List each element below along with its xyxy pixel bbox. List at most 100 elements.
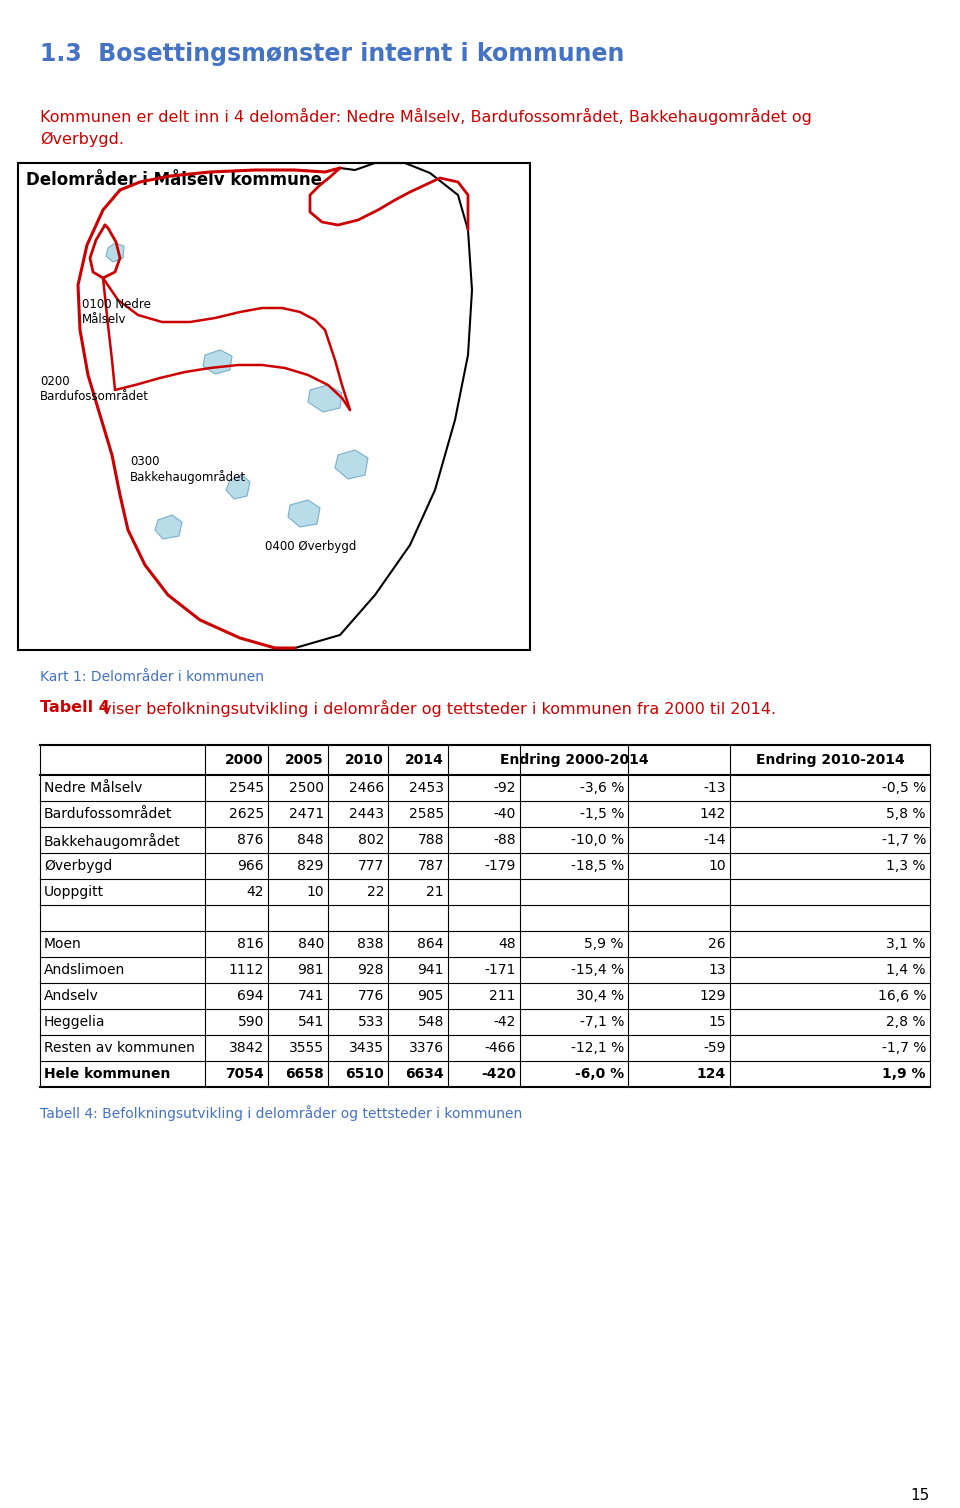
- Polygon shape: [155, 516, 182, 538]
- Text: -14: -14: [704, 832, 726, 847]
- Text: Tabell 4: Befolkningsutvikling i delområder og tettsteder i kommunen: Tabell 4: Befolkningsutvikling i delområ…: [40, 1105, 522, 1120]
- Text: 2453: 2453: [409, 781, 444, 795]
- Polygon shape: [288, 501, 320, 526]
- Text: 2471: 2471: [289, 807, 324, 820]
- Polygon shape: [335, 449, 368, 480]
- Text: 966: 966: [237, 860, 264, 873]
- Text: 1,3 %: 1,3 %: [886, 860, 926, 873]
- Text: -3,6 %: -3,6 %: [580, 781, 624, 795]
- Text: 3842: 3842: [228, 1041, 264, 1056]
- Text: Bardufossområdet: Bardufossområdet: [44, 807, 173, 820]
- Text: 6658: 6658: [285, 1068, 324, 1081]
- Text: -6,0 %: -6,0 %: [575, 1068, 624, 1081]
- Text: 2014: 2014: [405, 752, 444, 768]
- Text: 211: 211: [490, 989, 516, 1003]
- Text: -40: -40: [493, 807, 516, 820]
- Polygon shape: [308, 385, 342, 412]
- Text: Resten av kommunen: Resten av kommunen: [44, 1041, 195, 1056]
- Text: Endring 2000-2014: Endring 2000-2014: [500, 752, 648, 768]
- Text: 1.3  Bosettingsmønster internt i kommunen: 1.3 Bosettingsmønster internt i kommunen: [40, 42, 624, 66]
- Text: 1,4 %: 1,4 %: [886, 964, 926, 977]
- Text: Øverbygd: Øverbygd: [44, 860, 112, 873]
- Polygon shape: [106, 243, 124, 262]
- Text: Tabell 4: Tabell 4: [40, 700, 109, 715]
- Text: Andslimoen: Andslimoen: [44, 964, 125, 977]
- Text: 16,6 %: 16,6 %: [877, 989, 926, 1003]
- Text: 928: 928: [357, 964, 384, 977]
- Text: Kommunen er delt inn i 4 delomåder: Nedre Målselv, Bardufossområdet, Bakkehaugom: Kommunen er delt inn i 4 delomåder: Nedr…: [40, 109, 812, 125]
- Text: -42: -42: [493, 1015, 516, 1028]
- Text: 48: 48: [498, 936, 516, 952]
- Text: 22: 22: [367, 885, 384, 899]
- Text: 5,8 %: 5,8 %: [886, 807, 926, 820]
- Text: 848: 848: [298, 832, 324, 847]
- Text: 533: 533: [358, 1015, 384, 1028]
- Text: 864: 864: [418, 936, 444, 952]
- Text: 2005: 2005: [285, 752, 324, 768]
- Text: 787: 787: [418, 860, 444, 873]
- Text: 124: 124: [697, 1068, 726, 1081]
- Text: -13: -13: [704, 781, 726, 795]
- Text: -10,0 %: -10,0 %: [571, 832, 624, 847]
- Text: 0300
Bakkehaugområdet: 0300 Bakkehaugområdet: [130, 455, 246, 484]
- Text: Kart 1: Delområder i kommunen: Kart 1: Delområder i kommunen: [40, 670, 264, 685]
- Text: 3376: 3376: [409, 1041, 444, 1056]
- Text: 129: 129: [700, 989, 726, 1003]
- Text: 1,9 %: 1,9 %: [882, 1068, 926, 1081]
- Text: 802: 802: [358, 832, 384, 847]
- Text: -466: -466: [485, 1041, 516, 1056]
- Text: -59: -59: [704, 1041, 726, 1056]
- Text: 2000: 2000: [226, 752, 264, 768]
- Text: Uoppgitt: Uoppgitt: [44, 885, 104, 899]
- Text: Øverbygd.: Øverbygd.: [40, 133, 124, 148]
- Text: 548: 548: [418, 1015, 444, 1028]
- Text: 981: 981: [298, 964, 324, 977]
- Text: 30,4 %: 30,4 %: [576, 989, 624, 1003]
- Text: 2,8 %: 2,8 %: [886, 1015, 926, 1028]
- Text: 0200
Bardufossområdet: 0200 Bardufossområdet: [40, 375, 149, 403]
- Text: 7054: 7054: [226, 1068, 264, 1081]
- Text: 788: 788: [418, 832, 444, 847]
- Text: 541: 541: [298, 1015, 324, 1028]
- Text: -15,4 %: -15,4 %: [571, 964, 624, 977]
- Text: 15: 15: [708, 1015, 726, 1028]
- Text: -92: -92: [493, 781, 516, 795]
- Polygon shape: [226, 475, 250, 499]
- Text: Bakkehaugområdet: Bakkehaugområdet: [44, 832, 180, 849]
- Text: Nedre Målselv: Nedre Målselv: [44, 781, 142, 795]
- Text: 590: 590: [238, 1015, 264, 1028]
- Text: -7,1 %: -7,1 %: [580, 1015, 624, 1028]
- Text: 2545: 2545: [229, 781, 264, 795]
- Text: Moen: Moen: [44, 936, 82, 952]
- Text: -88: -88: [493, 832, 516, 847]
- Text: -0,5 %: -0,5 %: [881, 781, 926, 795]
- Text: 694: 694: [237, 989, 264, 1003]
- Text: Heggelia: Heggelia: [44, 1015, 106, 1028]
- Text: 15: 15: [911, 1488, 930, 1503]
- Text: 941: 941: [418, 964, 444, 977]
- Text: -18,5 %: -18,5 %: [571, 860, 624, 873]
- Text: 10: 10: [708, 860, 726, 873]
- Text: 1112: 1112: [228, 964, 264, 977]
- Text: -1,7 %: -1,7 %: [881, 1041, 926, 1056]
- Text: Andselv: Andselv: [44, 989, 99, 1003]
- Text: 26: 26: [708, 936, 726, 952]
- Bar: [18, 163, 530, 650]
- Text: 10: 10: [306, 885, 324, 899]
- Text: 6634: 6634: [405, 1068, 444, 1081]
- Text: -420: -420: [481, 1068, 516, 1081]
- Polygon shape: [203, 350, 232, 374]
- Text: -179: -179: [485, 860, 516, 873]
- Text: 2500: 2500: [289, 781, 324, 795]
- Text: 2585: 2585: [409, 807, 444, 820]
- Text: 0400 Øverbygd: 0400 Øverbygd: [265, 540, 356, 553]
- Text: 3435: 3435: [349, 1041, 384, 1056]
- Text: 0100 Nedre
Målselv: 0100 Nedre Målselv: [82, 299, 151, 326]
- Text: Delområder i Målselv kommune: Delområder i Målselv kommune: [26, 170, 322, 188]
- Text: 21: 21: [426, 885, 444, 899]
- Text: 42: 42: [247, 885, 264, 899]
- Text: 3,1 %: 3,1 %: [886, 936, 926, 952]
- Text: 829: 829: [298, 860, 324, 873]
- Text: 5,9 %: 5,9 %: [585, 936, 624, 952]
- Text: -171: -171: [485, 964, 516, 977]
